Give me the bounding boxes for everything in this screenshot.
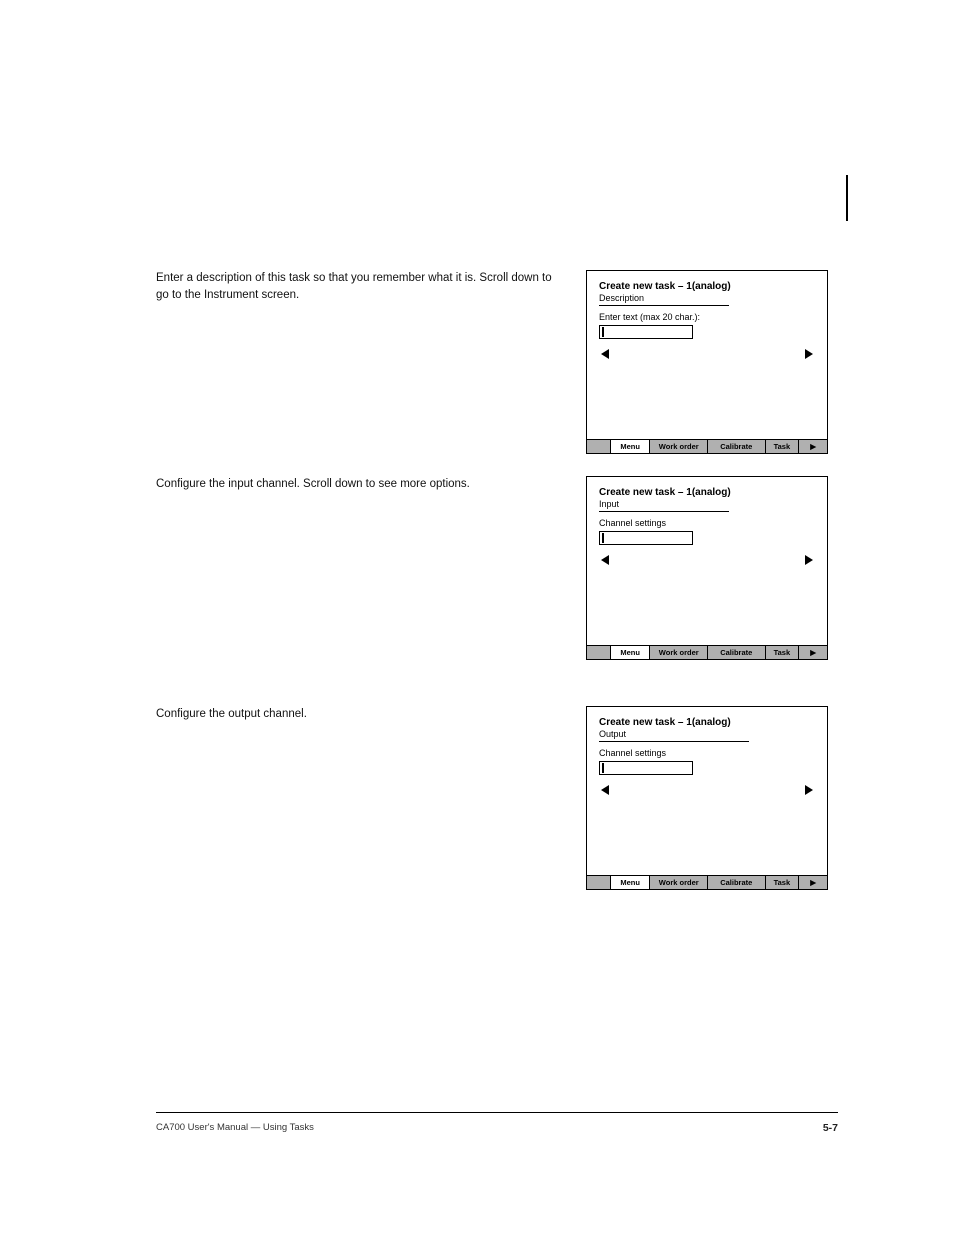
screen-input-body: Create new task – 1(analog) Input Channe… — [587, 477, 827, 645]
screen-footer: Menu Work order Calibrate Task ▶ — [587, 645, 827, 659]
spacer — [156, 682, 842, 706]
step-5-text: Enter a description of this task so that… — [156, 270, 586, 313]
title-underline — [599, 741, 749, 742]
footer-btn-task[interactable]: Task — [766, 440, 800, 453]
arrow-right-icon[interactable] — [805, 555, 813, 567]
title-underline — [599, 305, 729, 306]
screen-description-body: Create new task – 1(analog) Description … — [587, 271, 827, 439]
screen-title: Create new task – 1(analog) — [599, 717, 815, 728]
footer-btn-calibrate[interactable]: Calibrate — [708, 646, 766, 659]
step-6-body: Configure the input channel. Scroll down… — [156, 476, 562, 493]
step-7-body: Configure the output channel. — [156, 706, 562, 723]
title-underline — [599, 511, 729, 512]
input-label: Channel settings — [599, 748, 815, 758]
description-input[interactable] — [599, 325, 693, 339]
footer-btn-next[interactable]: ▶ — [799, 440, 827, 453]
footer-btn-0[interactable] — [587, 646, 611, 659]
page-edge-mark — [846, 175, 848, 221]
screen-output-body: Create new task – 1(analog) Output Chann… — [587, 707, 827, 875]
footer-btn-menu[interactable]: Menu — [611, 876, 651, 889]
text-cursor — [602, 533, 604, 543]
page: Enter a description of this task so that… — [0, 0, 954, 1235]
screen-title: Create new task – 1(analog) — [599, 281, 815, 292]
step-6-text: Configure the input channel. Scroll down… — [156, 476, 586, 503]
screen-output: Create new task – 1(analog) Output Chann… — [586, 706, 828, 890]
step-7-row: Configure the output channel. Create new… — [156, 706, 842, 890]
footer-btn-next[interactable]: ▶ — [799, 646, 827, 659]
content-area: Enter a description of this task so that… — [156, 270, 842, 912]
output-channel-field[interactable] — [599, 761, 693, 775]
screen-title: Create new task – 1(analog) — [599, 487, 815, 498]
footer-btn-menu[interactable]: Menu — [611, 646, 651, 659]
footer-left: CA700 User's Manual — Using Tasks — [156, 1122, 314, 1133]
screen-footer: Menu Work order Calibrate Task ▶ — [587, 439, 827, 453]
footer-btn-workorder[interactable]: Work order — [650, 876, 708, 889]
text-cursor — [602, 763, 604, 773]
input-channel-field[interactable] — [599, 531, 693, 545]
footer-btn-workorder[interactable]: Work order — [650, 440, 708, 453]
screen-subtitle: Input — [599, 499, 815, 509]
page-number: 5-7 — [823, 1122, 838, 1134]
footer-rule — [156, 1112, 838, 1113]
screen-subtitle: Description — [599, 293, 815, 303]
footer-btn-workorder[interactable]: Work order — [650, 646, 708, 659]
footer-btn-task[interactable]: Task — [766, 646, 800, 659]
footer-btn-calibrate[interactable]: Calibrate — [708, 876, 766, 889]
arrow-right-icon[interactable] — [805, 785, 813, 797]
footer-btn-next[interactable]: ▶ — [799, 876, 827, 889]
arrow-left-icon[interactable] — [601, 555, 609, 567]
nav-arrows — [599, 555, 815, 567]
footer-btn-calibrate[interactable]: Calibrate — [708, 440, 766, 453]
nav-arrows — [599, 785, 815, 797]
text-cursor — [602, 327, 604, 337]
screen-input: Create new task – 1(analog) Input Channe… — [586, 476, 828, 660]
footer-btn-0[interactable] — [587, 440, 611, 453]
step-5-body: Enter a description of this task so that… — [156, 270, 562, 303]
screen-subtitle: Output — [599, 729, 815, 739]
step-5-row: Enter a description of this task so that… — [156, 270, 842, 454]
footer-btn-menu[interactable]: Menu — [611, 440, 651, 453]
step-6-row: Configure the input channel. Scroll down… — [156, 476, 842, 660]
screen-footer: Menu Work order Calibrate Task ▶ — [587, 875, 827, 889]
arrow-left-icon[interactable] — [601, 349, 609, 361]
footer-btn-0[interactable] — [587, 876, 611, 889]
input-label: Channel settings — [599, 518, 815, 528]
arrow-right-icon[interactable] — [805, 349, 813, 361]
nav-arrows — [599, 349, 815, 361]
screen-description: Create new task – 1(analog) Description … — [586, 270, 828, 454]
footer-btn-task[interactable]: Task — [766, 876, 800, 889]
step-7-text: Configure the output channel. — [156, 706, 586, 733]
input-label: Enter text (max 20 char.): — [599, 312, 815, 322]
arrow-left-icon[interactable] — [601, 785, 609, 797]
